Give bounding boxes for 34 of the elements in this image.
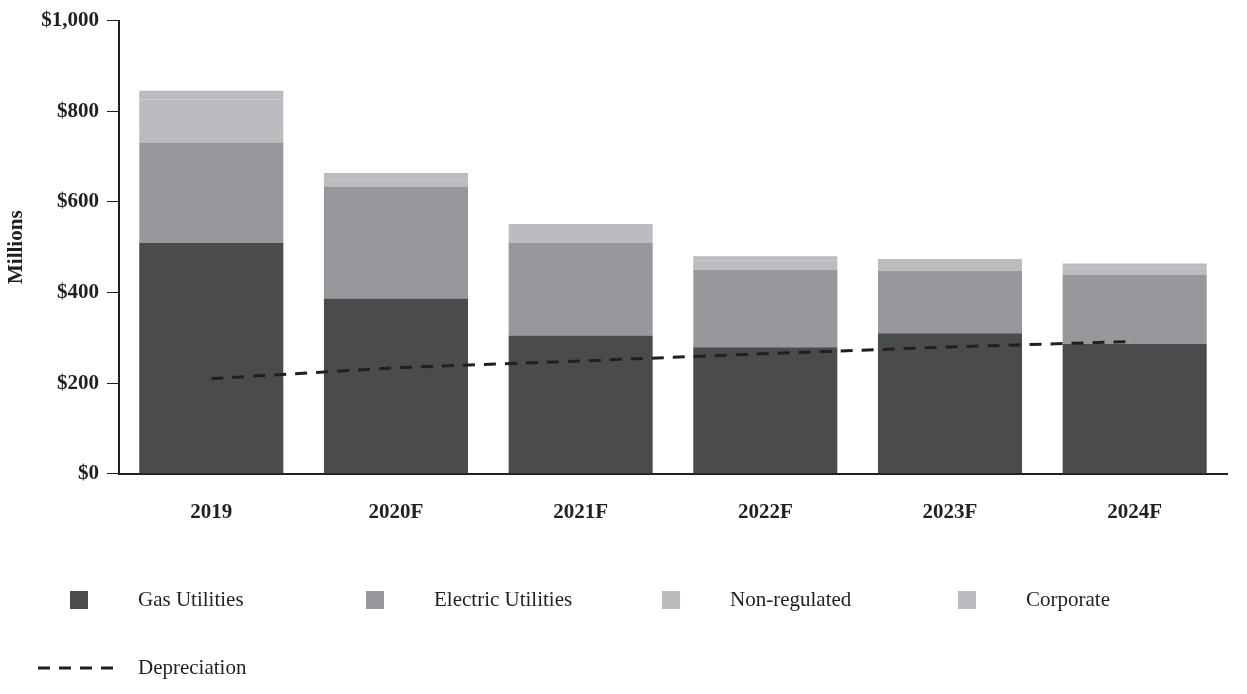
bar <box>1062 267 1207 275</box>
bar <box>1062 274 1207 344</box>
y-axis-title: Millions <box>3 210 28 284</box>
bar <box>323 298 468 474</box>
bar <box>693 269 838 348</box>
x-tick-label: 2021F <box>553 498 609 523</box>
legend-label: Corporate <box>1026 586 1110 611</box>
bar <box>693 347 838 474</box>
legend-label: Depreciation <box>138 654 247 679</box>
bar <box>508 243 653 336</box>
line-series <box>209 339 1137 381</box>
bar <box>1062 343 1207 474</box>
bar <box>877 270 1023 334</box>
y-tick-label: $400 <box>56 278 99 303</box>
bar <box>323 186 468 299</box>
legend-label: Gas Utilities <box>138 586 244 611</box>
bar <box>693 260 838 270</box>
y-tick-label: $200 <box>56 369 99 394</box>
y-tick-label: $800 <box>56 97 99 122</box>
x-tick-label: 2020F <box>368 498 424 523</box>
x-tick-label: 2019 <box>190 498 233 523</box>
y-tick-label: $600 <box>56 188 99 213</box>
bar <box>139 142 284 244</box>
y-tick-label: $1,000 <box>41 7 99 32</box>
legend-label: Non-regulated <box>730 586 852 611</box>
x-tick-label: 2023F <box>922 498 978 523</box>
legend-label: Electric Utilities <box>434 586 573 611</box>
y-tick-label: $0 <box>77 460 99 485</box>
x-tick-label: 2022F <box>737 498 793 523</box>
bar <box>508 335 653 474</box>
bar <box>877 263 1023 271</box>
bar <box>877 333 1023 474</box>
bar <box>139 243 284 474</box>
x-tick-label: 2024F <box>1107 498 1163 523</box>
